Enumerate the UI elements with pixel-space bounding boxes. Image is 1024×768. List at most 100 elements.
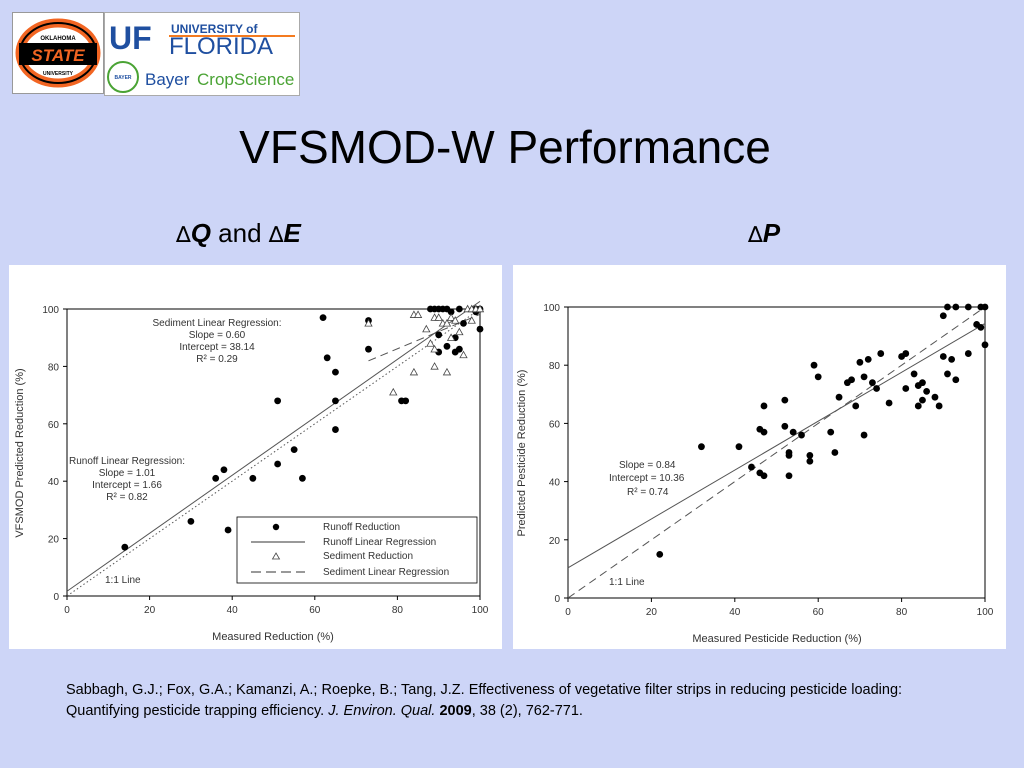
sediment-data-point bbox=[446, 313, 456, 321]
x-tick-label: 40 bbox=[227, 605, 239, 616]
x-tick-label: 60 bbox=[813, 607, 825, 618]
y-tick-label: 60 bbox=[549, 419, 561, 430]
pesticide-chart-panel: 0 20 40 60 80 100 0 20 40 60 80 100 Slope = 0.84 In… bbox=[513, 265, 1006, 649]
x-tick-label: 100 bbox=[977, 607, 994, 618]
y-axis-label: Predicted Pesticide Reduction (%) bbox=[516, 370, 528, 537]
y-tick-label: 0 bbox=[53, 592, 59, 603]
y-tick-label: 40 bbox=[549, 478, 561, 489]
legend-runoff-reduction: Runoff Reduction bbox=[323, 522, 400, 533]
runoff-reduction-data-point bbox=[365, 345, 372, 353]
pesticide-reduction-data-point bbox=[919, 379, 926, 387]
runoff-reduction-data-point bbox=[274, 397, 282, 405]
pesticide-reduction-data-point bbox=[698, 443, 705, 451]
x-tick-label: 100 bbox=[472, 605, 489, 616]
citation-year: 2009 bbox=[439, 703, 472, 719]
sediment-data-point bbox=[459, 350, 468, 359]
bayer-text: Bayer bbox=[145, 70, 190, 89]
pesticide-reduction-data-point bbox=[864, 355, 872, 363]
sediment-data-point bbox=[364, 319, 373, 327]
runoff-reduction-data-point bbox=[224, 526, 232, 534]
pesticide-reduction-data-point bbox=[939, 312, 947, 320]
pesticide-reduction-data-point bbox=[748, 463, 755, 471]
sediment-data-point bbox=[442, 367, 452, 376]
pesticide-reduction-data-point bbox=[860, 373, 868, 381]
pesticide-reduction-data-point bbox=[835, 393, 843, 401]
label-q: Q bbox=[190, 218, 211, 248]
osu-logo: OKLAHOMA STATE UNIVERSITY bbox=[12, 12, 104, 94]
osu-text-university: UNIVERSITY bbox=[43, 71, 74, 77]
legend-sediment-marker bbox=[271, 552, 281, 560]
delta-symbol-e: ∆ bbox=[268, 223, 284, 248]
runoff-reduction-data-point bbox=[121, 543, 129, 551]
legend-sediment-reduction: Sediment Reduction bbox=[323, 551, 413, 562]
pesticide-reduction-data-point bbox=[944, 303, 951, 311]
pesticide-reduction-data-point bbox=[939, 353, 947, 360]
runoff-reduction-data-point bbox=[332, 368, 339, 376]
label-e: E bbox=[283, 218, 301, 248]
x-axis-label: Measured Pesticide Reduction (%) bbox=[692, 633, 861, 645]
pesticide-reduction-data-point bbox=[656, 550, 664, 558]
pesticide-reduction-data-point bbox=[935, 402, 943, 410]
runoff-annotation-line-2: Slope = 1.01 bbox=[99, 468, 156, 479]
pesticide-reduction-data-point bbox=[798, 431, 805, 439]
left-panel-label: ∆Q and ∆E bbox=[176, 218, 301, 249]
citation-rest: , 38 (2), 762-771. bbox=[471, 703, 583, 719]
pesticide-reduction-data-point bbox=[827, 428, 835, 436]
runoff-sediment-chart: 0 20 40 60 80 100 0 20 40 60 80 100 Sediment Linear… bbox=[14, 300, 489, 643]
runoff-regression-annotation: Runoff Linear Regression: Slope = 1.01 I… bbox=[69, 456, 185, 503]
legend-runoff-marker bbox=[272, 523, 280, 531]
delta-symbol-p: ∆ bbox=[748, 223, 763, 248]
y-tick-label: 0 bbox=[554, 594, 560, 605]
1-1-line-line bbox=[567, 306, 986, 599]
pesticide-reduction-data-point bbox=[785, 472, 793, 480]
y-tick-label: 100 bbox=[42, 305, 59, 316]
uf-bayer-logo: UF UNIVERSITY of FLORIDA BAYER Bayer Cro… bbox=[104, 12, 300, 96]
runoff-annotation-line-4: R² = 0.82 bbox=[106, 492, 148, 503]
sediment-data-point bbox=[426, 339, 435, 347]
y-tick-label: 60 bbox=[48, 420, 60, 431]
pesticide-reduction-data-point bbox=[952, 376, 960, 384]
pesticide-chart: 0 20 40 60 80 100 0 20 40 60 80 100 Slope = 0.84 In… bbox=[516, 303, 994, 645]
sediment-data-point bbox=[442, 319, 452, 327]
runoff-linear-regression-line bbox=[66, 300, 481, 592]
one-to-one-label: 1:1 Line bbox=[105, 575, 141, 586]
x-tick-label: 20 bbox=[646, 607, 658, 618]
uf-mark: UF bbox=[109, 20, 152, 56]
pesticide-reduction-data-point bbox=[981, 341, 989, 349]
sediment-data-point bbox=[430, 362, 439, 370]
sediment-data-point bbox=[467, 316, 476, 324]
citation-authors: Sabbagh, G.J.; Fox, G.A.; Kamanzi, A.; R… bbox=[66, 682, 903, 719]
uf-florida-text: FLORIDA bbox=[169, 33, 273, 60]
pesticide-reduction-data-point bbox=[919, 396, 926, 404]
x-tick-label: 0 bbox=[64, 605, 70, 616]
y-tick-label: 20 bbox=[48, 535, 60, 546]
pesticide-reduction-data-point bbox=[810, 361, 818, 369]
legend-runoff-regression: Runoff Linear Regression bbox=[323, 537, 436, 548]
pesticide-reduction-data-point bbox=[806, 457, 814, 465]
slide-title: VFSMOD-W Performance bbox=[239, 121, 771, 173]
runoff-reduction-data-point bbox=[290, 446, 298, 454]
label-p: P bbox=[762, 218, 781, 248]
sediment-annotation-line-1: Sediment Linear Regression: bbox=[153, 318, 282, 329]
x-tick-label: 60 bbox=[309, 605, 321, 616]
plot-frame bbox=[567, 306, 986, 599]
pesticide-reduction-data-point bbox=[785, 449, 793, 456]
runoff-reduction-data-point bbox=[212, 474, 220, 482]
runoff-reduction-data-point bbox=[299, 474, 306, 482]
sediment-regression-annotation: Sediment Linear Regression: Slope = 0.60… bbox=[153, 318, 282, 365]
sediment-data-point bbox=[422, 324, 431, 333]
sediment-data-point bbox=[430, 344, 439, 353]
pesticide-reduction-data-point bbox=[873, 385, 880, 392]
runoff-annotation-line-1: Runoff Linear Regression: bbox=[69, 456, 185, 467]
pesticide-reduction-data-point bbox=[964, 303, 972, 311]
runoff-reduction-data-point bbox=[323, 354, 331, 362]
pesticide-reduction-data-point bbox=[885, 399, 893, 407]
runoff-reduction-data-point bbox=[220, 466, 228, 474]
pesticide-reduction-data-point bbox=[931, 393, 939, 401]
sediment-linear-regression-line bbox=[368, 313, 481, 362]
sediment-data-point bbox=[389, 387, 398, 396]
sediment-annotation-line-2: Slope = 0.60 bbox=[189, 330, 246, 341]
pesticide-reduction-data-point bbox=[910, 370, 918, 378]
pesticide-annotation-line-3: R² = 0.74 bbox=[627, 487, 669, 498]
pesticide-reduction-data-point bbox=[952, 303, 960, 311]
